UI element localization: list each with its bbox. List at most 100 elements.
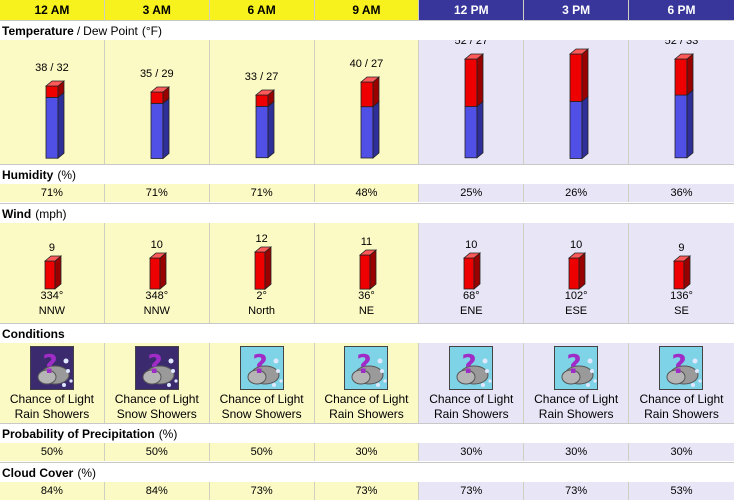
precip-value: 30% xyxy=(314,443,420,461)
wind-bar xyxy=(44,260,56,290)
wind-speed-bar xyxy=(358,249,377,290)
precip-value: 50% xyxy=(209,443,315,461)
column-cell: 10 68° ENE xyxy=(419,223,525,323)
humidity-value: 71% xyxy=(209,184,315,202)
condition-line1: Chance of Light xyxy=(324,392,409,406)
condition-text: Chance of Light Rain Showers xyxy=(534,392,618,422)
wind-row: 9 334° NNW 10 348° NNW 12 2° North 11 36° NE 10 68° EN… xyxy=(0,223,734,323)
wind-degrees-label: 102° xyxy=(564,290,588,302)
temp-dew-label: 38 / 32 xyxy=(35,61,69,74)
wind-direction-label: NNW xyxy=(38,305,66,317)
rain-showers-night-icon: ? xyxy=(29,346,74,390)
temp-dew-label: 52 / 27 xyxy=(454,40,489,48)
time-header-row: 12 AM 3 AM 6 AM 9 AM 12 PM 3 PM 6 PM xyxy=(0,0,734,20)
svg-text:?: ? xyxy=(147,350,162,380)
wind-title: Wind xyxy=(2,206,32,221)
wind-direction-label: NE xyxy=(358,305,375,317)
dewpoint-bar xyxy=(255,106,269,159)
svg-text:?: ? xyxy=(672,350,687,380)
temp-dew-label: 40 / 27 xyxy=(349,58,384,70)
dewpoint-bar-side xyxy=(476,100,484,159)
cloud-value: 73% xyxy=(524,482,630,500)
temperature-row: 38 / 32 35 / 29 33 / 27 40 / 27 52 / 27 55 / … xyxy=(0,40,734,164)
column-cell: ? Chance of Light Rain Showers xyxy=(524,343,630,423)
condition-line1: Chance of Light xyxy=(534,392,619,406)
condition-line2: Rain Showers xyxy=(538,407,614,421)
dewpoint-bar-side xyxy=(57,91,65,159)
wind-bar xyxy=(149,257,161,290)
humidity-section-title: Humidity (%) xyxy=(0,164,734,184)
temp-dew-label: 35 / 29 xyxy=(139,67,174,80)
wind-direction-label: NNW xyxy=(143,305,170,317)
wind-bar-top xyxy=(253,246,272,253)
wind-section-title: Wind (mph) xyxy=(0,203,734,223)
temp-dew-bar xyxy=(674,53,695,159)
condition-text: Chance of Light Rain Showers xyxy=(639,392,723,422)
temp-dew-label: 55 / 30 xyxy=(524,40,628,42)
temperature-bar-side xyxy=(476,53,484,108)
wind-direction-label: SE xyxy=(674,305,689,317)
condition-line2: Rain Showers xyxy=(644,407,719,421)
dewpoint-bar-side xyxy=(686,89,694,159)
wind-bar xyxy=(254,251,266,290)
wind-degrees-label: 68° xyxy=(462,290,480,302)
temp-dew-bar xyxy=(464,53,485,159)
temperature-bar-top xyxy=(149,86,170,92)
rain-showers-day-icon: ? xyxy=(659,346,704,390)
wind-direction-label: North xyxy=(248,305,276,317)
precip-value: 50% xyxy=(104,443,210,461)
precip-unit: (%) xyxy=(158,426,178,441)
wind-bar xyxy=(568,257,580,290)
condition-text: Chance of Light Rain Showers xyxy=(324,392,408,422)
wind-speed-label: 10 xyxy=(150,239,163,251)
conditions-title: Conditions xyxy=(2,326,65,341)
temperature-bar-side xyxy=(581,47,589,102)
column-cell: 40 / 27 xyxy=(314,40,420,164)
wind-bar-side xyxy=(473,252,481,290)
wind-bar xyxy=(463,257,475,290)
wind-speed-bar xyxy=(148,252,167,290)
temp-dew-bar xyxy=(254,89,275,159)
column-cell: ? Chance of Light Rain Showers xyxy=(0,343,105,423)
temperature-bar xyxy=(150,91,164,104)
cloud-value: 73% xyxy=(419,482,525,500)
wind-direction-label: ESE xyxy=(565,305,588,317)
wind-degrees-label: 348° xyxy=(145,290,169,302)
dewpoint-bar xyxy=(674,94,688,159)
wind-bar-side xyxy=(578,252,586,290)
wind-speed-label: 12 xyxy=(255,232,268,245)
column-cell: 38 / 32 xyxy=(0,40,105,164)
temperature-bar-top xyxy=(359,76,380,83)
time-header: 12 AM xyxy=(0,0,105,20)
svg-text:?: ? xyxy=(462,350,477,380)
column-cell: ? Chance of Light Snow Showers xyxy=(104,343,210,423)
cloud-value: 84% xyxy=(0,482,105,500)
wind-speed-label: 9 xyxy=(678,242,685,255)
column-cell: 10 102° ESE xyxy=(524,223,630,323)
condition-line2: Rain Showers xyxy=(14,407,90,421)
condition-line1: Chance of Light xyxy=(114,392,199,406)
condition-line1: Chance of Light xyxy=(429,392,514,406)
condition-text: Chance of Light Rain Showers xyxy=(10,392,94,422)
time-header: 3 PM xyxy=(524,0,630,20)
cloud-value: 73% xyxy=(314,482,420,500)
column-cell: 11 36° NE xyxy=(314,223,420,323)
temp-dew-bar xyxy=(359,76,380,159)
dewpoint-bar-side xyxy=(372,100,379,159)
condition-text: Chance of Light Snow Showers xyxy=(115,392,199,422)
cloud-value: 73% xyxy=(209,482,315,500)
column-cell: ? Chance of Light Rain Showers xyxy=(419,343,525,423)
precip-value: 30% xyxy=(419,443,525,461)
time-header: 9 AM xyxy=(314,0,420,20)
column-cell: 10 348° NNW xyxy=(104,223,210,323)
condition-line1: Chance of Light xyxy=(9,392,94,406)
temp-dew-bar xyxy=(569,47,590,159)
svg-text:?: ? xyxy=(252,350,267,380)
cloud-title: Cloud Cover xyxy=(2,465,74,480)
column-cell: 52 / 33 xyxy=(629,40,734,164)
temp-dew-bar xyxy=(45,79,65,159)
time-header: 12 PM xyxy=(419,0,525,20)
column-cell: 33 / 27 xyxy=(209,40,315,164)
wind-bar-side xyxy=(159,252,167,290)
temperature-bar xyxy=(464,58,478,108)
